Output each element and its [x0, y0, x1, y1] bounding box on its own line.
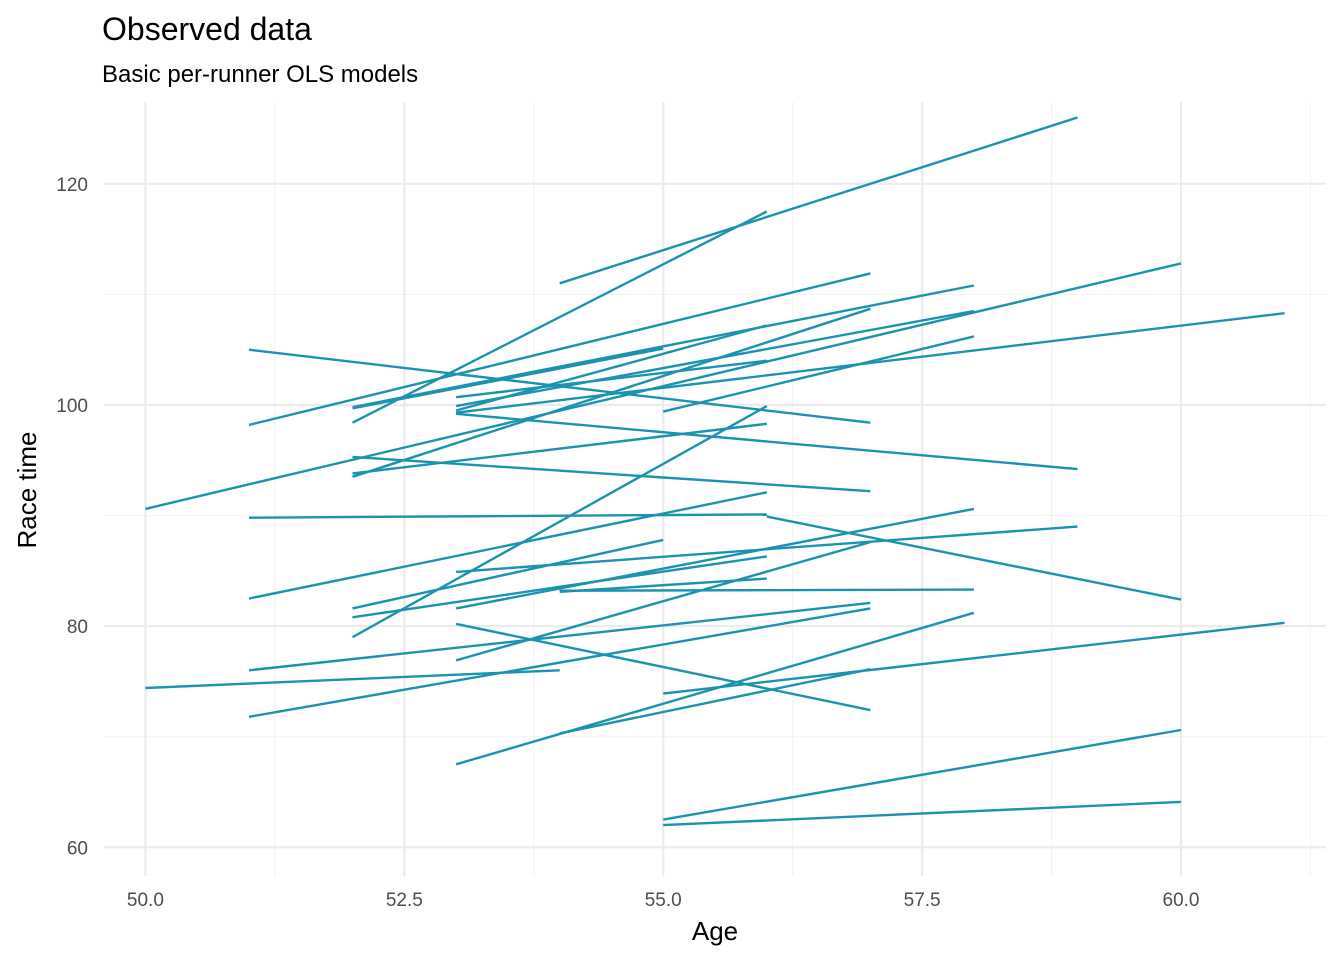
series-line-15	[352, 422, 767, 475]
series-line-19	[766, 515, 1182, 601]
series-line-9	[352, 347, 664, 410]
x-tick-label: 57.5	[904, 890, 941, 911]
series-line-2	[351, 210, 768, 424]
series-line-29	[248, 607, 871, 718]
series-line-4	[145, 262, 1182, 511]
grid-lines	[104, 102, 1326, 876]
series-line-3	[248, 272, 871, 427]
series-line-14	[455, 412, 1078, 471]
series-line-5	[455, 312, 1285, 414]
y-tick-label: 60	[67, 838, 88, 859]
series-line-35	[662, 728, 1182, 821]
y-tick-label: 120	[56, 175, 88, 196]
series-line-24	[455, 507, 975, 610]
series-line-1	[559, 116, 1078, 285]
y-tick-label: 100	[56, 396, 88, 417]
series-line-17	[351, 405, 768, 639]
chart-title: Observed data	[102, 11, 312, 47]
series-line-33	[559, 668, 871, 735]
series-line-23	[352, 555, 767, 619]
series-line-31	[455, 622, 871, 712]
series-line-21	[352, 538, 664, 610]
series-line-10	[455, 309, 975, 408]
series-line-12	[662, 335, 975, 413]
y-tick-label: 80	[67, 617, 88, 638]
series-line-11	[455, 359, 767, 399]
x-axis-title: Age	[692, 916, 738, 946]
x-tick-label: 52.5	[386, 890, 423, 911]
series-line-16	[352, 455, 871, 493]
series-line-36	[663, 800, 1182, 827]
series-line-30	[145, 669, 560, 690]
series-lines	[145, 116, 1285, 827]
series-line-20	[248, 491, 768, 600]
tick-labels: 50.0 52.5 55.0 57.5 60.0 60 80 100 120	[56, 175, 1199, 911]
series-line-34	[663, 621, 1285, 695]
series-line-27	[559, 588, 974, 592]
series-line-13	[248, 348, 871, 424]
series-line-18	[248, 513, 767, 519]
chart-subtitle: Basic per-runner OLS models	[102, 61, 418, 88]
series-line-28	[248, 601, 871, 672]
series-line-6	[352, 284, 975, 409]
x-tick-label: 55.0	[645, 890, 682, 911]
y-axis-title: Race time	[12, 431, 42, 548]
x-tick-label: 60.0	[1163, 890, 1200, 911]
x-tick-label: 50.0	[127, 890, 164, 911]
